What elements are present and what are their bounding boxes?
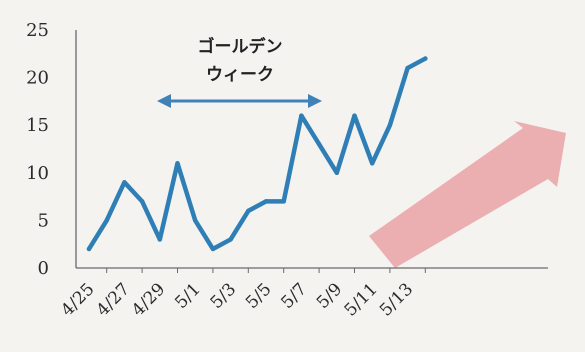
x-tick-label: 5/7 — [277, 279, 310, 312]
x-tick-label: 5/13 — [376, 279, 417, 320]
trend-arrow — [369, 121, 566, 268]
data-point — [193, 218, 198, 223]
data-point — [281, 199, 286, 204]
golden-week-double-arrow — [157, 94, 322, 108]
annotation-label-line1: ゴールデン — [198, 36, 283, 57]
x-tick-labels: 4/254/274/29 5/1 5/3 5/5 5/7 5/95/115/13 — [57, 279, 417, 320]
data-point — [157, 237, 162, 242]
data-point — [228, 237, 233, 242]
annotation-label-line2: ウィーク — [206, 65, 274, 85]
data-point — [334, 170, 339, 175]
x-tick-label: 5/11 — [341, 279, 382, 320]
data-point — [316, 142, 322, 147]
x-tick-marks — [106, 268, 426, 273]
y-tick-label: 10 — [26, 163, 49, 184]
data-point — [263, 199, 269, 204]
y-tick-label: 20 — [26, 68, 49, 89]
data-point — [175, 161, 180, 166]
trend-arrow-shape — [369, 121, 566, 268]
data-point — [299, 113, 304, 118]
y-tick-labels: 0 5 10 15 20 25 — [26, 20, 49, 279]
data-point — [423, 56, 428, 61]
data-point — [246, 208, 251, 214]
x-tick-label: 4/29 — [128, 279, 169, 320]
x-tick-label: 5/3 — [207, 279, 240, 312]
series-polyline — [86, 56, 428, 252]
x-tick-label: 4/25 — [57, 279, 98, 320]
x-tick-label: 4/27 — [93, 279, 134, 320]
y-tick-label: 0 — [38, 258, 49, 279]
arrow-head-right — [308, 94, 322, 108]
data-point — [387, 123, 393, 128]
x-tick-label: 5/1 — [171, 279, 204, 312]
data-point — [352, 113, 357, 118]
data-point — [370, 161, 375, 166]
data-point — [139, 199, 145, 204]
data-point — [104, 218, 109, 223]
data-point — [210, 246, 216, 252]
y-tick-label: 25 — [26, 20, 49, 41]
data-point — [86, 246, 92, 252]
data-point — [405, 65, 410, 71]
y-tick-label: 15 — [26, 115, 49, 136]
series-line — [86, 56, 428, 252]
x-tick-label: 5/5 — [242, 279, 275, 312]
arrow-head-left — [157, 94, 171, 108]
y-tick-label: 5 — [38, 210, 49, 231]
data-point — [122, 180, 127, 185]
